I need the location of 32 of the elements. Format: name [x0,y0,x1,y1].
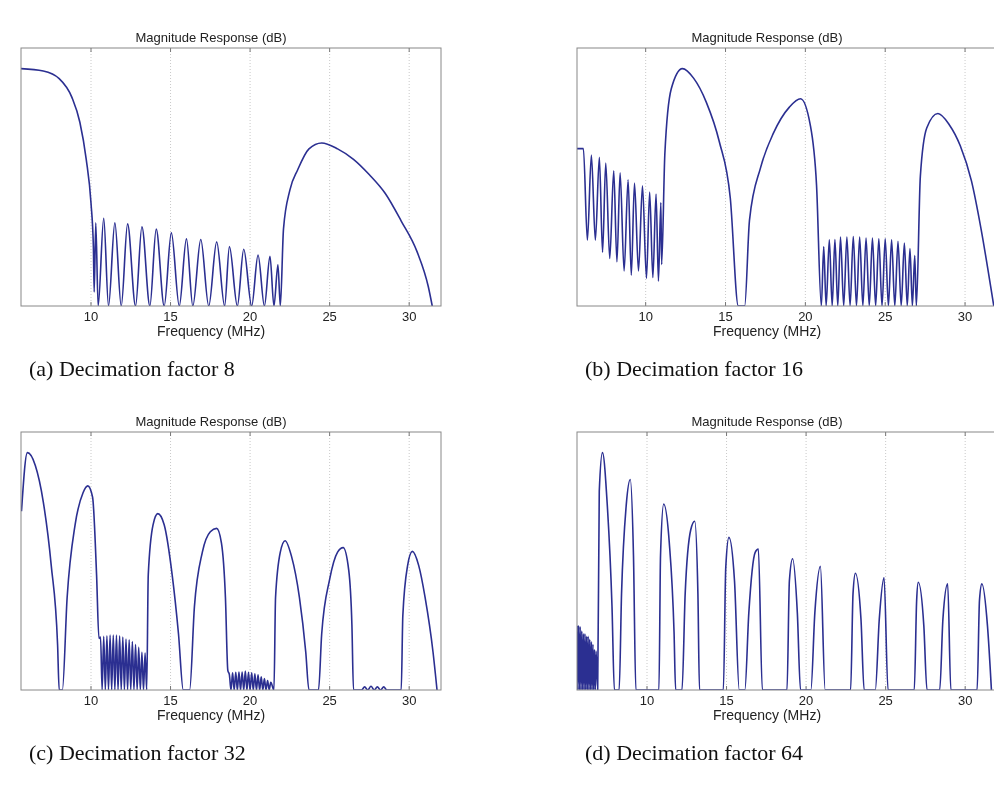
x-tick-label: 20 [798,693,814,708]
x-tick-label: 15 [719,693,734,708]
x-tick-label: 10 [83,309,99,324]
x-tick-label: 25 [322,693,337,708]
x-axis-title: Frequency (MHz) [156,707,266,723]
x-tick-label: 10 [83,693,99,708]
x-tick-label: 30 [401,693,417,708]
x-tick-label: 25 [877,309,893,324]
x-tick-label: 25 [322,309,337,324]
text: (d) Decimation factor 64 [585,740,804,765]
x-axis-title: Frequency (MHz) [156,323,266,339]
chart-title: Magnitude Response (dB) [135,30,287,45]
x-tick-label: 15 [718,309,733,324]
x-tick-label: 15 [163,693,178,708]
x-tick-label: 30 [957,309,973,324]
x-tick-label: 30 [401,309,417,324]
x-tick-label: 20 [798,309,813,324]
chart-title: Magnitude Response (dB) [135,414,287,429]
x-axis-title: Frequency (MHz) [712,707,822,723]
chart-title: Magnitude Response (dB) [691,414,843,429]
x-tick-label: 10 [639,693,655,708]
x-tick-label: 15 [163,309,178,324]
x-axis-title: Frequency (MHz) [712,323,822,339]
x-tick-label: 20 [242,693,258,708]
text: (a) Decimation factor 8 [29,356,235,381]
x-tick-label: 25 [878,693,893,708]
text: (b) Decimation factor 16 [585,356,804,381]
x-tick-label: 20 [242,309,258,324]
chart-title: Magnitude Response (dB) [691,30,843,45]
x-tick-label: 10 [638,309,653,324]
x-tick-label: 30 [957,693,973,708]
text: (c) Decimation factor 32 [29,740,246,765]
